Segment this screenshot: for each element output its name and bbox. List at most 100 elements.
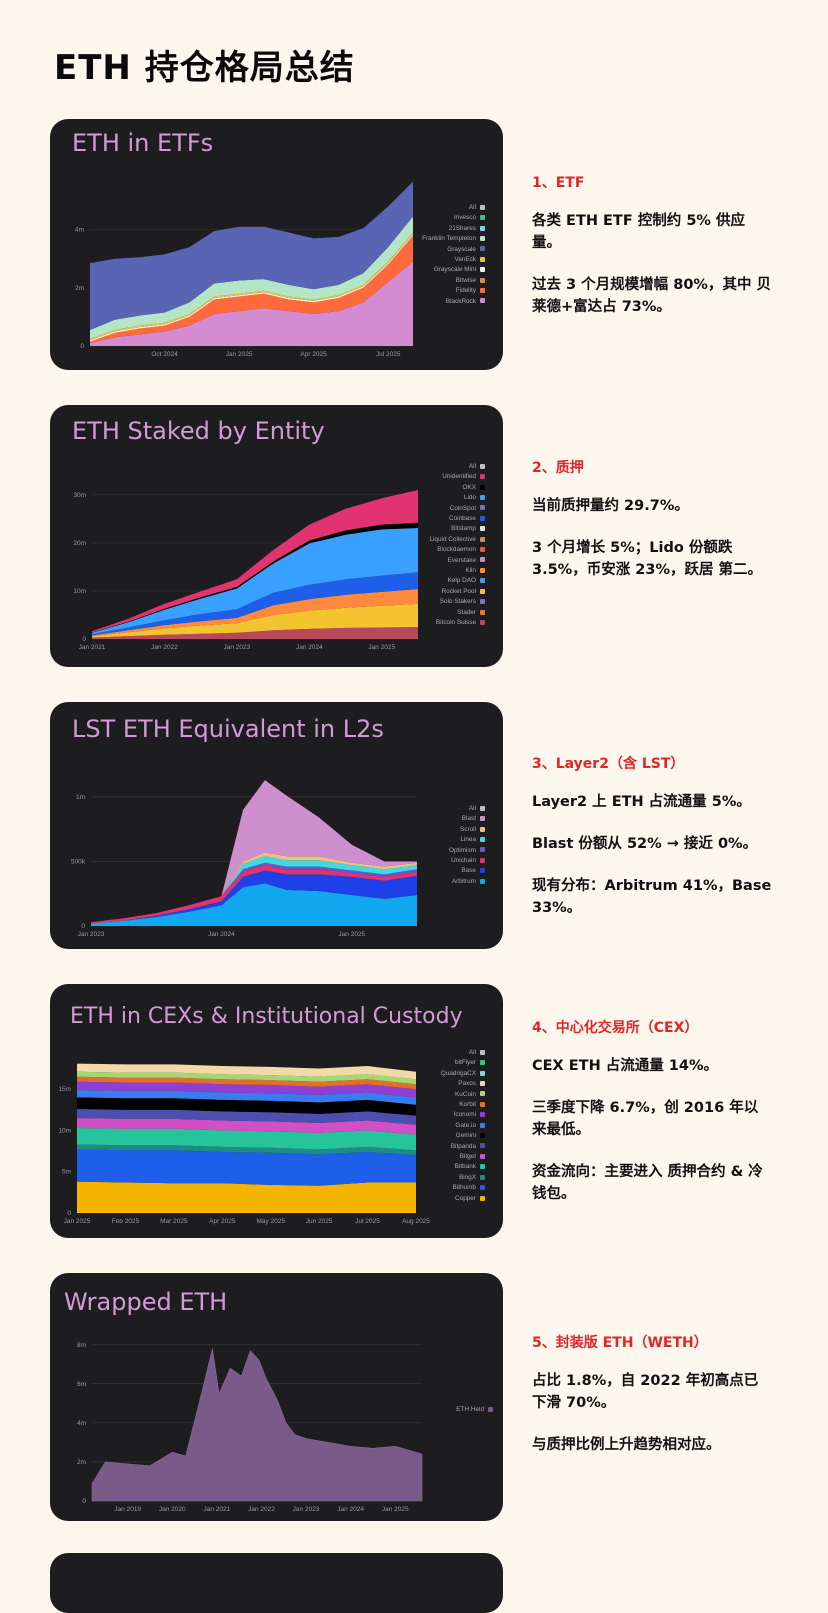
- x-tick-label: Jan 2025: [64, 1218, 91, 1225]
- series-area-korbit: [77, 1076, 416, 1090]
- chart-title: ETH in ETFs: [72, 129, 214, 157]
- section-paragraph: 占比 1.8%，自 2022 年初高点已下滑 70%。: [532, 1373, 759, 1411]
- legend-swatch: [480, 267, 485, 273]
- legend-label: Bithumb: [452, 1184, 476, 1192]
- legend-label: bitFlyer: [455, 1059, 476, 1067]
- section-etf: 1、ETF 各类 ETH ETF 控制约 5% 供应量。 过去 3 个月规模增幅…: [532, 172, 772, 338]
- section-paragraph: 3 个月增长 5%；Lido 份额跌 3.5%，币安涨 23%，跃居 第二。: [532, 540, 763, 578]
- legend-label: Paxos: [458, 1080, 476, 1088]
- section-staking: 2、质押 当前质押量约 29.7%。 3 个月增长 5%；Lido 份额跌 3.…: [532, 457, 772, 601]
- legend-label: Grayscale Mini: [433, 266, 476, 274]
- legend-item: Bithumb: [441, 1183, 485, 1193]
- legend-item: Liquid Collective: [429, 535, 485, 545]
- series-area-blackrock: [90, 261, 413, 346]
- y-tick-label: 0: [81, 923, 85, 930]
- x-tick-label: Jan 2023: [293, 1506, 320, 1513]
- legend-swatch: [480, 236, 485, 242]
- legend-label: Arbitrum: [451, 877, 476, 885]
- chart-legend: All bitFlyer QuadrigaCX Paxos KuCoin Korbit Ic…: [441, 1048, 485, 1204]
- chart-legend: ETH Held: [456, 1405, 493, 1415]
- x-tick-label: Jul 2025: [355, 1218, 380, 1225]
- y-tick-label: 2m: [77, 1459, 86, 1466]
- series-area-gemini: [77, 1097, 416, 1116]
- legend-label: Linea: [460, 836, 476, 844]
- x-tick-label: Jan 2025: [368, 644, 395, 651]
- x-tick-label: Jul 2025: [376, 351, 401, 358]
- x-tick-label: Jan 2024: [208, 931, 235, 938]
- y-tick-label: 0: [80, 343, 84, 350]
- section-cex: 4、中心化交易所（CEX） CEX ETH 占流通量 14%。 三季度下降 6.…: [532, 1017, 772, 1225]
- chart-card-etf: ETH in ETFs 0 2m 4m Oct 2024 Jan 2025 Apr 202…: [50, 119, 503, 370]
- series-area-arbitrum: [91, 883, 417, 926]
- chart-title: ETH Staked by Entity: [72, 417, 325, 445]
- legend-swatch: [480, 526, 485, 532]
- legend-label: QuadrigaCX: [440, 1069, 476, 1077]
- legend-label: Coinbase: [448, 515, 476, 523]
- series-area-vaneck: [90, 232, 413, 341]
- x-tick-label: Jan 2022: [248, 1506, 275, 1513]
- y-tick-label: 4m: [77, 1420, 86, 1427]
- series-area-kiln: [92, 589, 418, 637]
- legend-swatch: [480, 1164, 485, 1170]
- legend-swatch: [480, 515, 485, 521]
- section-layer2: 3、Layer2（含 LST） Layer2 上 ETH 占流通量 5%。 Bl…: [532, 753, 772, 939]
- x-tick-label: Jan 2021: [79, 644, 106, 651]
- y-tick-label: 1m: [76, 794, 85, 801]
- chart-legend: All Blast Scroll Linea Optimism Unichain Base A…: [449, 804, 485, 887]
- legend-label: All: [468, 204, 476, 211]
- section-paragraph: 当前质押量约 29.7%。: [532, 498, 689, 514]
- legend-swatch: [480, 857, 485, 863]
- legend-swatch: [480, 1153, 485, 1159]
- legend-item: Everstake: [429, 556, 485, 566]
- legend-item: Invesco: [422, 213, 485, 223]
- legend-swatch: [480, 536, 485, 542]
- chart-card-weth: Wrapped ETH 0 2m 4m 6m 8m Jan 2019 Jan 2020 Jan…: [50, 1273, 503, 1521]
- legend-swatch: [480, 1049, 485, 1055]
- legend-label: Stader: [457, 608, 476, 616]
- legend-swatch: [480, 588, 485, 594]
- etf-chart-svg: 0 2m 4m Oct 2024 Jan 2025 Apr 2025 Jul 2025: [75, 181, 413, 358]
- x-tick-label: Jan 2023: [78, 931, 105, 938]
- legend-swatch: [480, 1081, 485, 1087]
- legend-swatch: [480, 1195, 485, 1201]
- series-area-fidelity: [90, 235, 413, 344]
- legend-swatch: [480, 578, 485, 584]
- series-area-rocket-pool: [92, 603, 418, 638]
- legend-item: Bitwise: [422, 276, 485, 286]
- legend-label: Gemini: [455, 1132, 476, 1140]
- x-tick-label: May 2025: [256, 1218, 285, 1225]
- legend-item: Grayscale Mini: [422, 265, 485, 275]
- legend-label: Scroll: [460, 825, 476, 833]
- legend-item: Korbit: [441, 1100, 485, 1110]
- section-heading: 5、封装版 ETH（WETH）: [532, 1335, 708, 1351]
- x-tick-label: Feb 2025: [112, 1218, 140, 1225]
- section-paragraph: 三季度下降 6.7%，创 2016 年以来最低。: [532, 1100, 759, 1138]
- legend-label: Bitwise: [455, 276, 476, 284]
- section-paragraph: 与质押比例上升趋势相对应。: [532, 1437, 721, 1453]
- chart-title: ETH in CEXs & Institutional Custody: [70, 1004, 463, 1029]
- x-tick-label: Jan 2025: [382, 1506, 409, 1513]
- legend-swatch: [480, 837, 485, 843]
- legend-item: Unidentified: [429, 472, 485, 482]
- staked-chart-svg: 0 10m 20m 30m Jan 2021 Jan 2022 Jan 2023 Jan 20…: [73, 490, 418, 651]
- weth-chart-svg: 0 2m 4m 6m 8m Jan 2019 Jan 2020 Jan 2021 Jan 202…: [77, 1342, 423, 1513]
- legend-item: Coinbase: [429, 514, 485, 524]
- y-tick-label: 0: [82, 1498, 86, 1505]
- legend-label: Iconomi: [453, 1111, 476, 1119]
- legend-item: QuadrigaCX: [441, 1069, 485, 1079]
- legend-label: CoinSpot: [449, 504, 476, 512]
- x-tick-label: Jan 2024: [296, 644, 323, 651]
- legend-label: Base: [461, 867, 476, 875]
- legend-label: VanEck: [454, 256, 476, 264]
- section-heading: 2、质押: [532, 460, 584, 476]
- legend-item: All: [441, 1048, 485, 1058]
- legend-label: Solo Stakers: [439, 598, 476, 606]
- series-area-eth-held: [91, 1348, 423, 1502]
- legend-item: Base: [449, 866, 485, 876]
- chart-card-l2: LST ETH Equivalent in L2s 0 500k 1m Jan 202…: [50, 702, 503, 949]
- legend-swatch: [480, 505, 485, 511]
- x-tick-label: Jan 2022: [151, 644, 178, 651]
- legend-swatch: [480, 599, 485, 605]
- x-tick-label: Jan 2020: [159, 1506, 186, 1513]
- series-area-paxos: [77, 1063, 416, 1080]
